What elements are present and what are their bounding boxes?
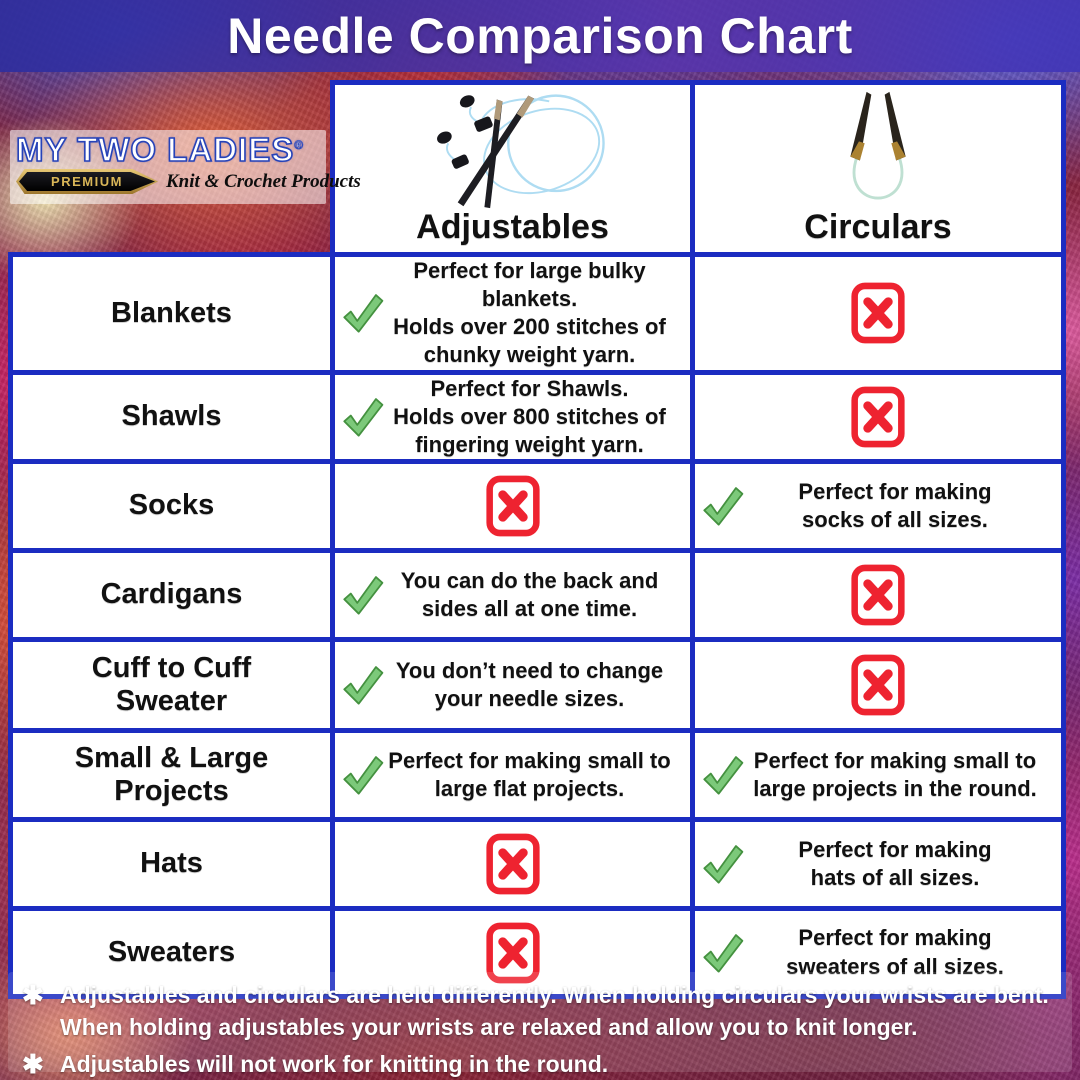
table-row: Small & Large Projects Perfect for makin… [8, 728, 1066, 823]
adjustables-cell: Perfect for large bulky blankets. Holds … [330, 252, 695, 375]
row-label: Small & Large Projects [74, 741, 269, 808]
adjustables-cell [330, 817, 695, 912]
x-icon [485, 832, 541, 896]
check-icon [343, 576, 384, 615]
circulars-cell: Perfect for making socks of all sizes. [690, 459, 1066, 554]
row-label-cell: Shawls [8, 369, 335, 465]
brand-tagline: Knit & Crochet Products [166, 170, 361, 192]
adjustables-cell [330, 459, 695, 554]
check-icon [343, 756, 384, 795]
table-row: Blankets Perfect for large bulky blanket… [8, 252, 1066, 375]
circulars-cell: Perfect for making hats of all sizes. [690, 817, 1066, 912]
row-label: Cuff to Cuff Sweater [91, 651, 252, 718]
brand-name: MY TWO LADIES® [15, 131, 305, 168]
registered-mark: ® [294, 138, 305, 152]
title-bar: Needle Comparison Chart [0, 0, 1080, 72]
x-icon [850, 653, 906, 717]
header-adjustables: Adjustables [330, 80, 695, 257]
footnote-text: Adjustables and circulars are held diffe… [60, 982, 1049, 1040]
adjustables-cell: Perfect for making small to large flat p… [330, 728, 695, 823]
row-label-cell: Blankets [8, 252, 335, 375]
row-label: Sweaters [107, 935, 236, 968]
premium-label: PREMIUM [51, 174, 123, 189]
circulars-cell [690, 637, 1066, 734]
row-label-cell: Socks [8, 459, 335, 554]
header-circulars: Circulars [690, 80, 1066, 257]
check-icon [343, 666, 384, 705]
x-icon [850, 281, 906, 345]
row-label: Blankets [111, 296, 232, 329]
check-icon [343, 397, 384, 437]
adjustables-cell: You can do the back and sides all at one… [330, 548, 695, 643]
header-row: Adjustables Circulars [11, 80, 1066, 257]
table-row: Sweaters Perfect for making sweaters of … [8, 906, 1066, 1000]
asterisk-icon: ✱ [22, 980, 44, 1010]
footnote: ✱ Adjustables and circulars are held dif… [22, 980, 1058, 1043]
circulars-cell [690, 548, 1066, 643]
check-icon [343, 294, 384, 333]
footnote: ✱ Adjustables will not work for knitting… [22, 1049, 1058, 1080]
adjustable-needles-image [436, 93, 605, 208]
page-title: Needle Comparison Chart [227, 8, 853, 64]
table-row: Shawls Perfect for Shawls. Holds over 80… [8, 369, 1066, 465]
x-icon [485, 474, 541, 538]
adjustables-cell [330, 906, 695, 1000]
table-row: Cardigans You can do the back and sides … [8, 548, 1066, 643]
circulars-cell: Perfect for making sweaters of all sizes… [690, 906, 1066, 1000]
check-icon [703, 487, 744, 526]
row-label-cell: Cuff to Cuff Sweater [8, 637, 335, 734]
circulars-cell [690, 252, 1066, 375]
circulars-cell [690, 369, 1066, 465]
x-icon [850, 385, 906, 449]
row-label-cell: Cardigans [8, 548, 335, 643]
asterisk-icon: ✱ [22, 1049, 44, 1080]
circular-needle-image [850, 91, 906, 199]
adjustables-cell: You don’t need to change your needle siz… [330, 637, 695, 734]
x-icon [850, 563, 906, 627]
circulars-cell: Perfect for making small to large projec… [690, 728, 1066, 823]
row-label-cell: Small & Large Projects [8, 728, 335, 823]
row-label: Shawls [121, 400, 222, 433]
row-label-cell: Hats [8, 817, 335, 912]
row-label: Cardigans [100, 578, 243, 611]
check-icon [703, 756, 744, 795]
check-icon [703, 933, 744, 973]
row-label: Socks [128, 489, 215, 522]
circulars-label: Circulars [804, 207, 952, 246]
row-label: Hats [140, 847, 203, 880]
footnotes-panel: ✱ Adjustables and circulars are held dif… [8, 972, 1072, 1079]
row-label-cell: Sweaters [8, 906, 335, 1000]
table-row: Hats Perfect for making hats of all size… [8, 817, 1066, 912]
adjustables-cell: Perfect for Shawls. Holds over 800 stitc… [330, 369, 695, 465]
check-icon [703, 845, 744, 884]
adjustables-label: Adjustables [416, 207, 609, 246]
premium-ribbon: PREMIUM [16, 169, 158, 194]
table-row: Socks Perfect for making socks of all si… [8, 459, 1066, 554]
footnote-text: Adjustables will not work for knitting i… [60, 1051, 609, 1078]
brand-logo: MY TWO LADIES® PREMIUM Knit & Crochet Pr… [10, 130, 361, 204]
table-row: Cuff to Cuff Sweater You don’t need to c… [8, 637, 1066, 734]
comparison-table: Adjustables Circulars Blankets [8, 80, 1066, 1000]
